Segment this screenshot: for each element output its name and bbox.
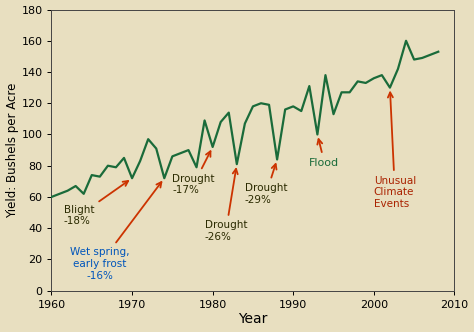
Text: Drought
-26%: Drought -26% bbox=[205, 169, 247, 242]
Text: Blight
-18%: Blight -18% bbox=[64, 181, 128, 226]
Text: Flood: Flood bbox=[310, 139, 339, 168]
Y-axis label: Yield: Bushels per Acre: Yield: Bushels per Acre bbox=[6, 82, 18, 218]
Text: Unusual
Climate
Events: Unusual Climate Events bbox=[374, 92, 416, 209]
Text: Drought
-29%: Drought -29% bbox=[245, 164, 287, 205]
Text: Wet spring,
early frost
-16%: Wet spring, early frost -16% bbox=[70, 182, 162, 281]
Text: Drought
-17%: Drought -17% bbox=[173, 151, 215, 195]
X-axis label: Year: Year bbox=[238, 312, 268, 326]
